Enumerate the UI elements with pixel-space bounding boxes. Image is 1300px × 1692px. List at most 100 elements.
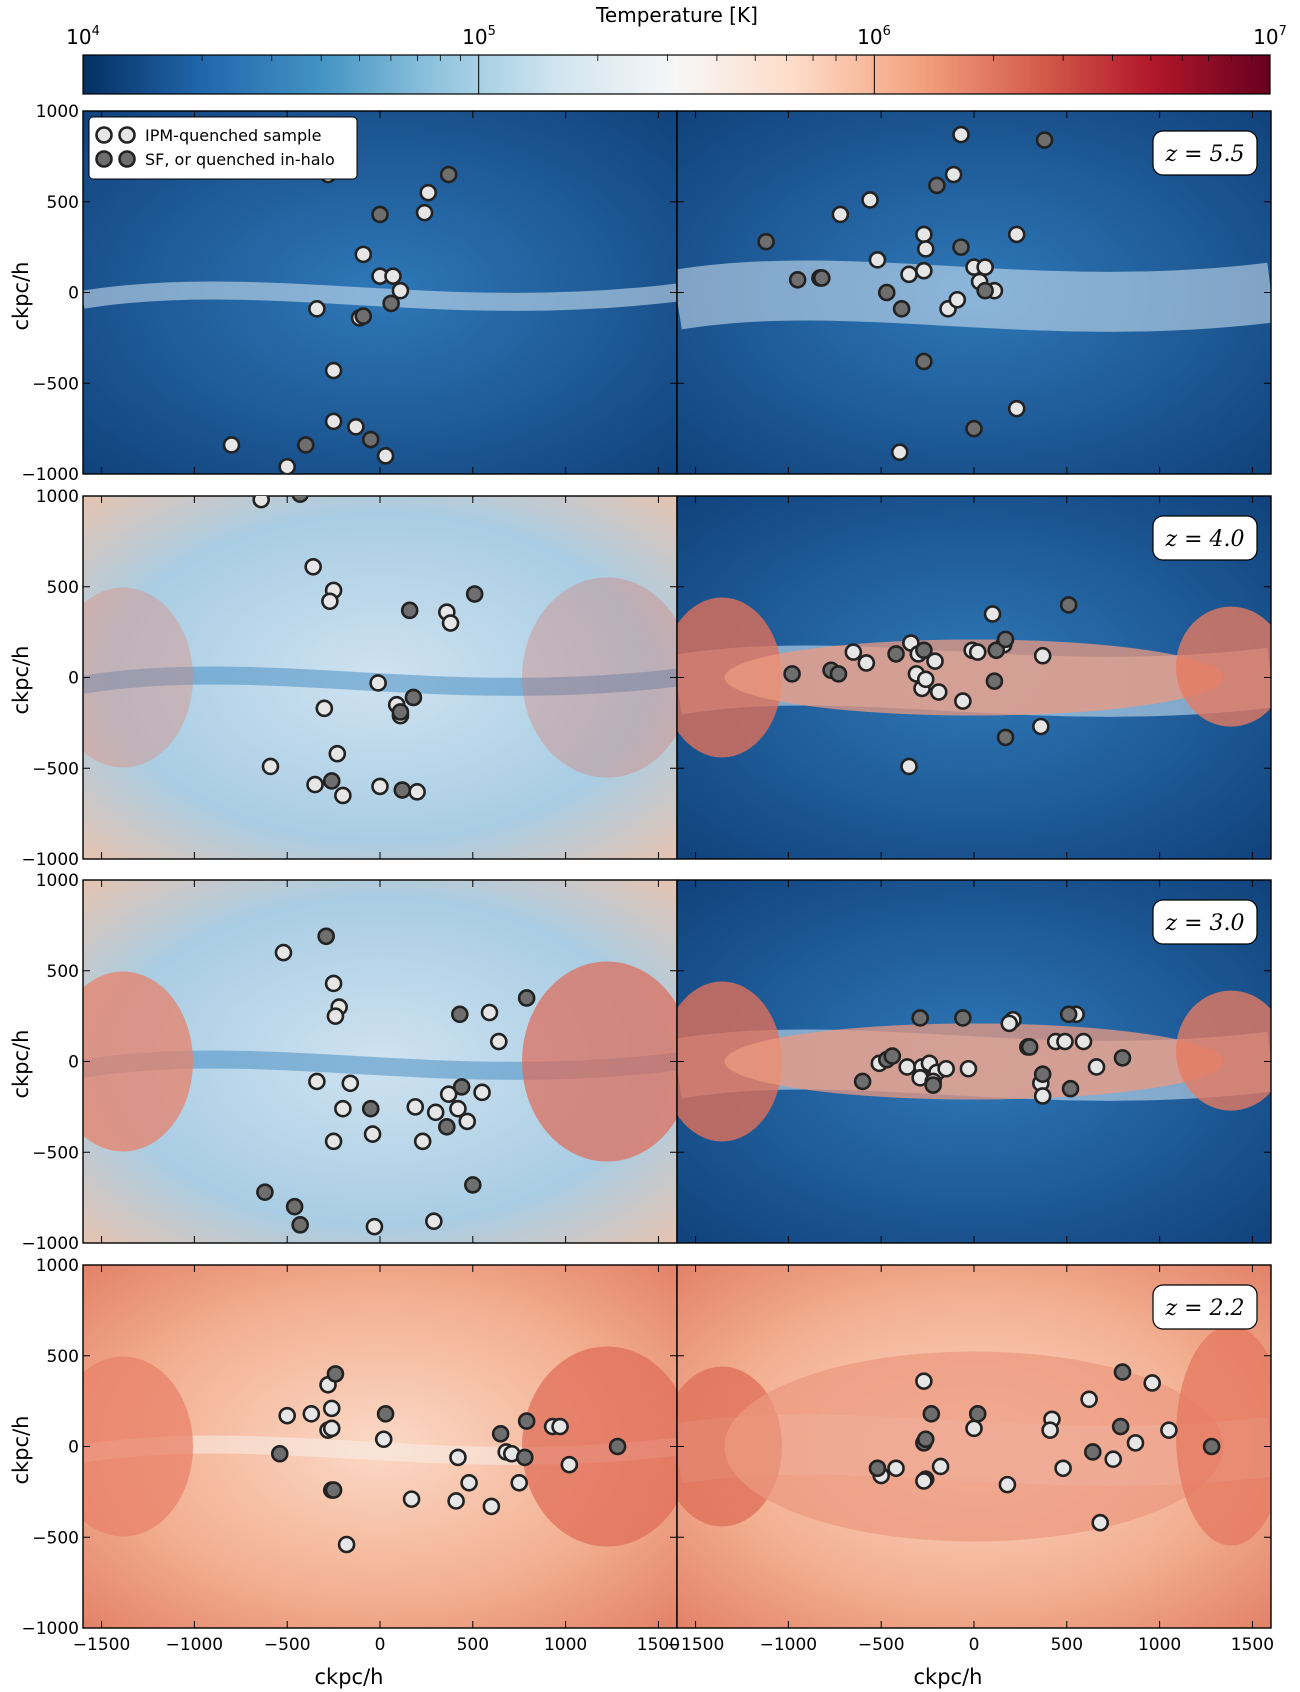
- point-ipm-quenched: [415, 203, 434, 222]
- point-sf-in-halo: [270, 1444, 289, 1463]
- y-tick-label: 500: [47, 193, 79, 213]
- y-tick-label: −1000: [21, 465, 79, 485]
- panel-r1-c0: −1000 −500 0 500 1000: [21, 487, 678, 870]
- redshift-label: z = 4.0: [1152, 515, 1258, 561]
- redshift-label: z = 3.0: [1152, 899, 1258, 945]
- point-ipm-quenched: [954, 692, 972, 710]
- scatter-points: [270, 1365, 627, 1554]
- legend-marker-ipm-quenched-right: [118, 126, 136, 144]
- point-sf-in-halo: [892, 300, 911, 318]
- point-sf-in-halo: [464, 1176, 482, 1194]
- x-tick-label: −1000: [166, 1635, 224, 1655]
- panel-r2-c0: −1000 −500 0 500 1000: [21, 871, 678, 1254]
- x-tick-label: 1500: [1231, 1635, 1274, 1655]
- point-ipm-quenched: [1054, 1459, 1072, 1478]
- point-sf-in-halo: [354, 307, 373, 325]
- point-ipm-quenched: [324, 974, 343, 993]
- x-tick-label: 500: [457, 1635, 489, 1655]
- panel-r3-c1: −1500 −1000 −500 0 500 1000 1500 z = 2.2: [667, 1264, 1274, 1655]
- y-tick-label: 500: [47, 1347, 79, 1367]
- point-ipm-quenched: [1091, 1513, 1110, 1532]
- point-ipm-quenched: [334, 786, 352, 805]
- point-sf-in-halo: [1059, 596, 1078, 614]
- point-ipm-quenched: [369, 674, 387, 692]
- point-ipm-quenched: [328, 744, 347, 763]
- legend-box: [88, 116, 358, 180]
- point-sf-in-halo: [296, 436, 315, 454]
- point-ipm-quenched: [551, 1417, 569, 1436]
- y-tick-label: −1000: [21, 1234, 79, 1254]
- point-ipm-quenched: [1160, 1421, 1178, 1439]
- colorbar-tick-label-1: 105: [462, 24, 496, 49]
- point-ipm-quenched: [915, 1472, 933, 1490]
- legend-label-sf-in-halo: SF, or quenched in-halo: [145, 150, 335, 169]
- svg-text:106: 106: [857, 24, 891, 49]
- point-ipm-quenched: [1033, 1087, 1052, 1105]
- scatter-points: [222, 165, 458, 474]
- point-ipm-quenched: [261, 757, 280, 776]
- point-ipm-quenched: [447, 1492, 465, 1510]
- point-ipm-quenched: [274, 943, 293, 962]
- point-ipm-quenched: [844, 643, 863, 661]
- point-sf-in-halo: [391, 703, 410, 721]
- point-sf-in-halo: [256, 1183, 274, 1201]
- point-sf-in-halo: [868, 1459, 887, 1478]
- point-ipm-quenched: [916, 670, 935, 689]
- point-ipm-quenched: [322, 1419, 341, 1438]
- point-ipm-quenched: [968, 643, 987, 661]
- point-ipm-quenched: [1007, 225, 1026, 244]
- x-tick-label: −500: [858, 1635, 905, 1655]
- point-ipm-quenched: [482, 1497, 501, 1516]
- point-sf-in-halo: [829, 665, 848, 683]
- point-ipm-quenched: [926, 652, 944, 670]
- point-sf-in-halo: [465, 585, 484, 603]
- point-sf-in-halo: [1020, 1038, 1039, 1056]
- scatter-points: [868, 1363, 1221, 1532]
- point-sf-in-halo: [954, 1009, 972, 1027]
- hot-halo-right: [1176, 606, 1271, 727]
- point-ipm-quenched: [1000, 1014, 1019, 1033]
- point-ipm-quenched: [831, 205, 850, 224]
- point-sf-in-halo: [757, 232, 775, 251]
- redshift-label-text: z = 5.5: [1165, 142, 1245, 167]
- point-ipm-quenched: [304, 557, 322, 576]
- panel-r0-c1: z = 5.5: [676, 110, 1272, 475]
- point-ipm-quenched: [976, 258, 994, 276]
- filament-band: [83, 666, 677, 696]
- point-ipm-quenched: [374, 1430, 393, 1449]
- x-tick-label: 500: [1051, 1635, 1083, 1655]
- x-axis-label-left-text: ckpc/h: [315, 1665, 384, 1689]
- y-tick-label: −1000: [21, 850, 79, 870]
- point-ipm-quenched: [489, 1032, 508, 1051]
- scatter-points: [256, 927, 536, 1236]
- point-ipm-quenched: [278, 1406, 296, 1425]
- legend-marker-sf-in-halo-left: [95, 150, 113, 168]
- point-ipm-quenched: [948, 290, 967, 309]
- point-ipm-quenched: [931, 1457, 950, 1476]
- x-tick-label: −500: [264, 1635, 311, 1655]
- point-ipm-quenched: [965, 1419, 983, 1438]
- point-ipm-quenched: [322, 1399, 341, 1418]
- point-sf-in-halo: [883, 1047, 902, 1065]
- point-ipm-quenched: [900, 265, 918, 284]
- point-ipm-quenched: [959, 1059, 978, 1078]
- hot-halo-right: [522, 961, 677, 1162]
- point-ipm-quenched: [337, 1535, 356, 1554]
- point-ipm-quenched: [1143, 1374, 1161, 1392]
- point-sf-in-halo: [1084, 1443, 1102, 1461]
- point-ipm-quenched: [365, 1217, 384, 1236]
- point-ipm-quenched: [347, 418, 365, 436]
- point-ipm-quenched: [890, 443, 909, 462]
- point-sf-in-halo: [322, 772, 341, 790]
- point-ipm-quenched: [1080, 1390, 1098, 1409]
- scatter-points: [783, 596, 1078, 776]
- legend-marker-ipm-quenched: [95, 126, 136, 144]
- point-ipm-quenched: [376, 447, 395, 465]
- point-sf-in-halo: [1035, 131, 1054, 149]
- point-ipm-quenched: [1033, 646, 1052, 665]
- y-tick-label: 0: [68, 284, 79, 304]
- y-tick-label: −500: [32, 1528, 79, 1548]
- point-sf-in-halo: [608, 1437, 627, 1456]
- redshift-label-box: [1152, 899, 1258, 945]
